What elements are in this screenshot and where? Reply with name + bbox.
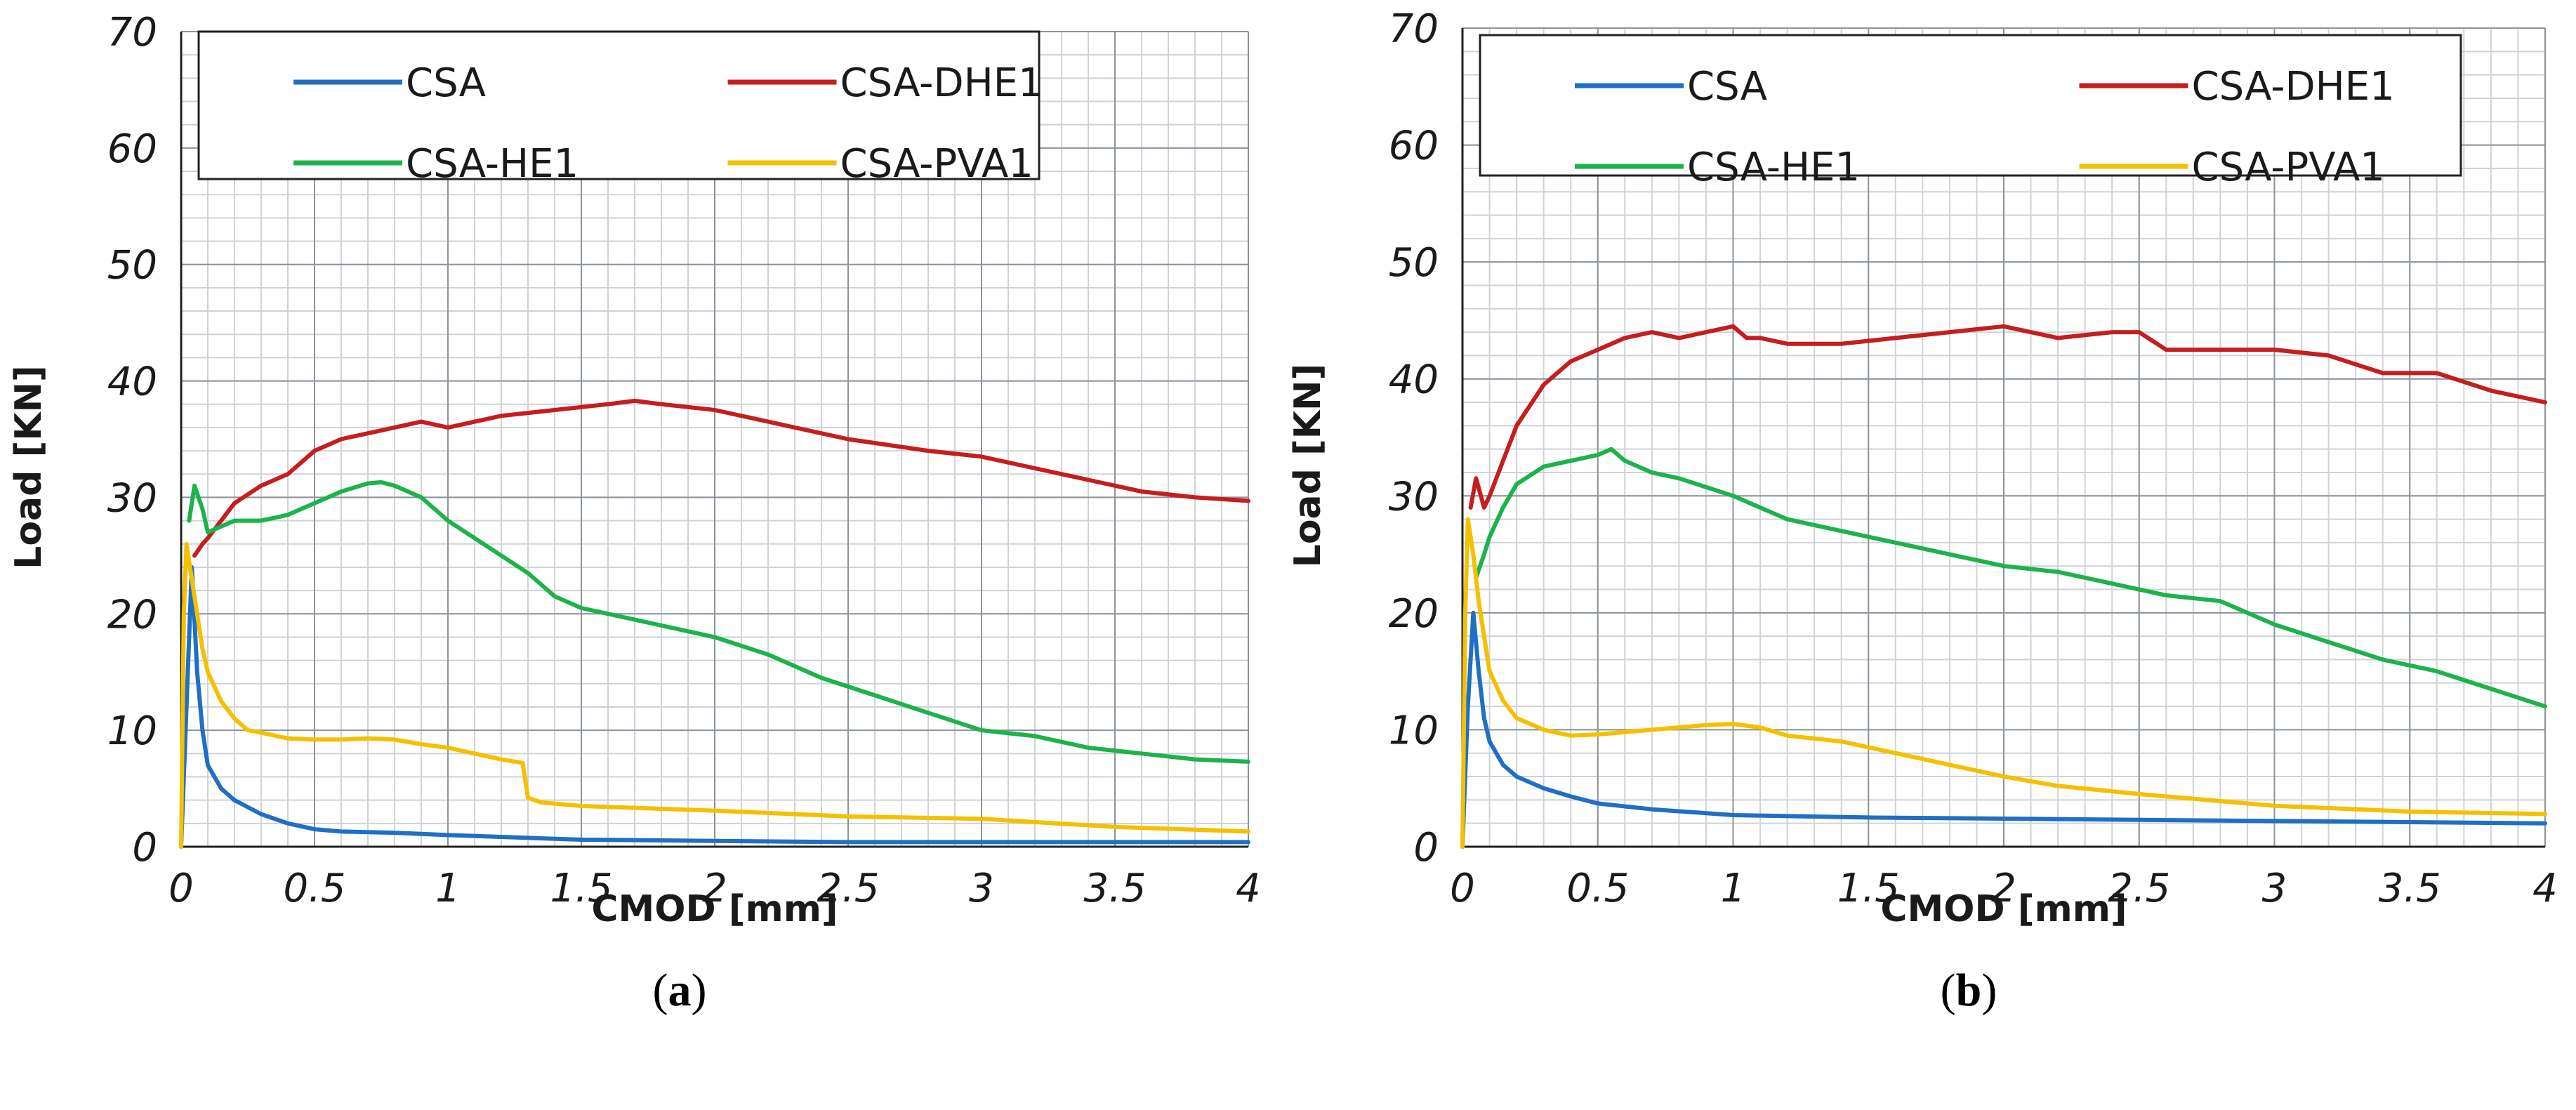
x-tick-label: 0 <box>169 866 194 911</box>
y-tick-label: 50 <box>1389 240 1439 286</box>
x-tick-label: 1 <box>435 866 461 911</box>
y-tick-label: 60 <box>1389 124 1439 169</box>
legend-box <box>1479 34 2462 177</box>
x-axis-title: CMOD [mm] <box>1880 888 2127 930</box>
legend-box <box>197 30 1041 180</box>
x-tick-label: 4 <box>2532 866 2558 911</box>
series-line-csa-dhe1 <box>192 398 1250 558</box>
y-tick-label: 30 <box>1389 474 1439 520</box>
x-tick-label: 2.5 <box>2108 866 2170 911</box>
legend-label: CSA-HE1 <box>1687 145 1860 190</box>
x-tick-label: 0 <box>1450 866 1475 911</box>
x-tick-label: 2 <box>1991 866 2016 911</box>
x-tick-label: 1.5 <box>1837 866 1900 911</box>
legend-label: CSA-DHE1 <box>840 60 1043 106</box>
series-line-csa-he1 <box>1474 447 2547 709</box>
y-axis-title: Load [KN] <box>8 365 50 569</box>
x-tick-label: 1 <box>1721 866 1746 911</box>
panel-label: (b) <box>1941 965 1997 1016</box>
x-tick-label: 0.5 <box>1566 866 1629 911</box>
y-tick-label: 60 <box>107 126 157 172</box>
x-tick-label: 3 <box>2262 866 2287 911</box>
series-line-csa <box>1460 610 2547 849</box>
legend-label: CSA-HE1 <box>406 141 579 187</box>
series-line-csa <box>179 564 1250 849</box>
series-line-csa-dhe1 <box>1468 324 2547 510</box>
x-tick-label: 4 <box>1236 866 1261 911</box>
y-tick-label: 0 <box>132 825 157 871</box>
y-tick-label: 70 <box>107 10 157 55</box>
y-tick-label: 40 <box>107 359 157 405</box>
y-tick-label: 20 <box>1389 591 1439 637</box>
x-tick-label: 0.5 <box>283 866 345 911</box>
y-tick-label: 10 <box>1389 708 1439 753</box>
legend-label: CSA <box>1687 64 1767 110</box>
y-tick-label: 10 <box>107 708 157 754</box>
series-line-csa-pva1 <box>179 541 1250 849</box>
y-axis-title: Load [KN] <box>1287 364 1329 568</box>
x-tick-label: 3 <box>969 866 994 911</box>
series-line-csa-he1 <box>187 480 1250 764</box>
series-line-csa-pva1 <box>1460 517 2547 849</box>
y-tick-label: 0 <box>1413 825 1439 871</box>
y-tick-label: 50 <box>107 243 157 289</box>
legend-label: CSA <box>406 60 486 106</box>
x-tick-label: 1.5 <box>550 866 612 911</box>
y-tick-label: 30 <box>107 475 157 521</box>
x-tick-label: 2 <box>702 866 727 911</box>
y-tick-label: 70 <box>1389 6 1439 52</box>
x-tick-label: 3.5 <box>2379 866 2441 911</box>
y-tick-label: 20 <box>107 592 157 637</box>
legend-label: CSA-DHE1 <box>2192 64 2395 110</box>
x-axis-title: CMOD [mm] <box>591 888 838 930</box>
y-tick-label: 40 <box>1389 357 1439 403</box>
legend-label: CSA-PVA1 <box>840 141 1033 187</box>
panel-label: (a) <box>653 965 707 1016</box>
x-tick-label: 3.5 <box>1083 866 1146 911</box>
x-tick-label: 2.5 <box>817 866 879 911</box>
legend-label: CSA-PVA1 <box>2192 145 2385 190</box>
